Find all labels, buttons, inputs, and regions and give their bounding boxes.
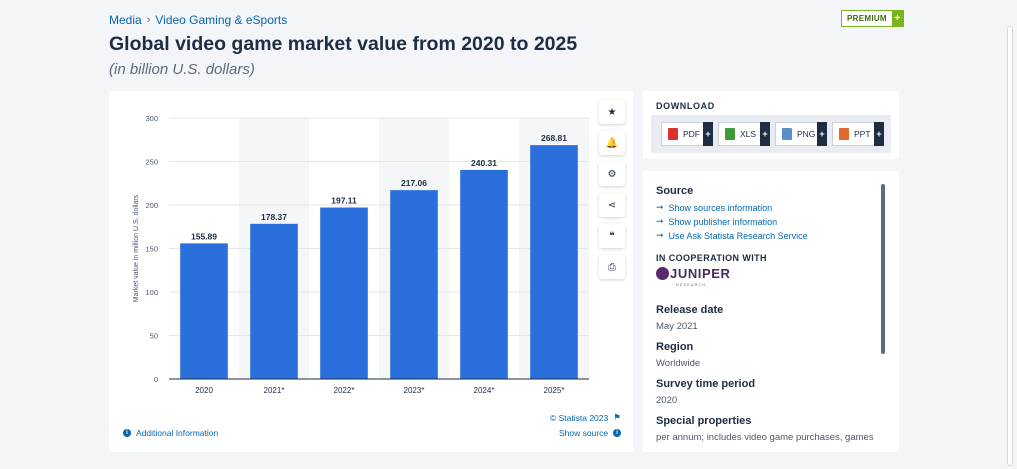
bar-2020 [180, 243, 228, 379]
download-label: XLS [740, 129, 757, 139]
flag-icon: ⚑ [613, 412, 621, 422]
show-source-label: Show source [559, 428, 609, 438]
juniper-mark-icon [656, 267, 669, 280]
download-xls-button[interactable]: XLS + [718, 122, 770, 146]
link-label: Use Ask Statista Research Service [668, 230, 808, 241]
source-card: Source ➞ Show sources information ➞ Show p… [643, 171, 899, 452]
survey-period-heading: Survey time period [656, 378, 756, 390]
source-panel-scrollbar[interactable] [881, 184, 885, 354]
breadcrumb-separator: › [146, 14, 151, 26]
x-tick-label: 2025* [544, 386, 565, 395]
juniper-logo: JUNIPER RESEARCH [656, 266, 731, 287]
data-label: 155.89 [191, 231, 217, 241]
info-icon: i [123, 429, 131, 437]
statista-copyright[interactable]: © Statista 2023 ⚑ [550, 412, 621, 423]
juniper-sub: RESEARCH [676, 282, 707, 287]
juniper-name: JUNIPER [670, 266, 731, 281]
download-label: PPT [854, 129, 871, 139]
bar-2023 [390, 190, 438, 379]
bar-2021 [250, 223, 298, 379]
print-icon[interactable]: ⎙ [599, 255, 625, 279]
data-label: 240.31 [471, 158, 497, 168]
y-tick-label: 50 [150, 332, 158, 341]
show-publisher-link[interactable]: ➞ Show publisher information [656, 216, 777, 227]
x-tick-label: 2022* [334, 386, 355, 395]
y-tick-label: 200 [145, 201, 158, 210]
info-icon: i [613, 429, 622, 437]
page-scrollbar[interactable] [1000, 0, 1017, 469]
show-source-link[interactable]: Show source i [559, 428, 622, 438]
download-label: PDF [683, 129, 700, 139]
chart-toolbar: ★ 🔔 ⚙ ⋖ ❝ ⎙ [599, 100, 625, 286]
download-title: DOWNLOAD [656, 101, 715, 111]
pdf-file-icon [668, 128, 678, 140]
data-label: 268.81 [541, 133, 567, 143]
data-label: 178.37 [261, 212, 287, 222]
download-row: PDF + XLS + PNG + PPT + [651, 115, 891, 153]
cooperation-heading: IN COOPERATION WITH [656, 253, 767, 263]
y-tick-label: 100 [145, 288, 158, 297]
page-title: Global video game market value from 2020… [109, 33, 578, 55]
plus-icon[interactable]: + [760, 122, 770, 146]
quote-icon[interactable]: ❝ [599, 224, 625, 248]
chart-svg: 0 50 100 150 200 250 300 155.89 2020 178.37 2021* 1… [133, 114, 589, 395]
plus-icon[interactable]: + [703, 122, 713, 146]
additional-information-label: Additional Information [136, 428, 219, 438]
download-card: DOWNLOAD PDF + XLS + PNG + PPT + [643, 91, 899, 159]
x-tick-label: 2023* [404, 386, 425, 395]
bell-icon[interactable]: 🔔 [599, 131, 625, 155]
xls-file-icon [725, 128, 735, 140]
y-tick-label: 0 [154, 375, 158, 384]
png-file-icon [782, 128, 792, 140]
ppt-file-icon [839, 128, 849, 140]
special-properties-heading: Special properties [656, 415, 752, 427]
x-tick-label: 2020 [195, 386, 213, 395]
arrow-right-icon: ➞ [656, 230, 664, 240]
y-tick-label: 300 [145, 114, 158, 123]
special-properties-value: per annum; includes video game purchases… [656, 432, 874, 443]
y-tick-label: 250 [145, 158, 158, 167]
breadcrumb: Media › Video Gaming & eSports [109, 13, 287, 27]
breadcrumb-video-gaming[interactable]: Video Gaming & eSports [155, 13, 288, 27]
release-date-heading: Release date [656, 304, 724, 316]
additional-information-link[interactable]: i Additional Information [123, 428, 218, 438]
bar-2022 [320, 207, 368, 379]
data-label: 217.06 [401, 178, 427, 188]
chart-card: 0 50 100 150 200 250 300 155.89 2020 178.37 2021* 1… [109, 91, 633, 452]
arrow-right-icon: ➞ [656, 202, 664, 212]
gear-icon[interactable]: ⚙ [599, 162, 625, 186]
page-subtitle: (in billion U.S. dollars) [109, 61, 255, 78]
bar-2024 [460, 169, 508, 379]
data-label: 197.11 [331, 196, 357, 206]
download-pdf-button[interactable]: PDF + [661, 122, 713, 146]
x-tick-label: 2024* [474, 386, 495, 395]
region-value: Worldwide [656, 358, 701, 369]
download-label: PNG [797, 129, 816, 139]
star-icon[interactable]: ★ [599, 100, 625, 124]
region-heading: Region [656, 341, 694, 353]
plus-icon[interactable]: + [817, 122, 827, 146]
source-heading: Source [656, 185, 694, 197]
page-scrollbar-thumb[interactable] [1007, 26, 1013, 466]
link-label: Show sources information [668, 202, 773, 213]
bar-2025 [530, 145, 578, 379]
ask-statista-link[interactable]: ➞ Use Ask Statista Research Service [656, 230, 808, 241]
arrow-right-icon: ➞ [656, 216, 664, 226]
premium-badge[interactable]: PREMIUM + [841, 10, 904, 27]
premium-plus: + [891, 11, 903, 26]
premium-label: PREMIUM [847, 14, 887, 23]
show-sources-link[interactable]: ➞ Show sources information [656, 202, 772, 213]
share-icon[interactable]: ⋖ [599, 193, 625, 217]
download-ppt-button[interactable]: PPT + [832, 122, 884, 146]
breadcrumb-media[interactable]: Media [109, 13, 142, 27]
copyright-text: © Statista 2023 [550, 412, 609, 423]
link-label: Show publisher information [668, 216, 778, 227]
download-png-button[interactable]: PNG + [775, 122, 827, 146]
plus-icon[interactable]: + [874, 122, 884, 146]
survey-period-value: 2020 [656, 395, 678, 406]
x-tick-label: 2021* [264, 386, 285, 395]
y-tick-label: 150 [145, 245, 158, 254]
y-axis-label: Market value in million U.S. dollars [133, 194, 140, 302]
release-date-value: May 2021 [656, 321, 698, 332]
